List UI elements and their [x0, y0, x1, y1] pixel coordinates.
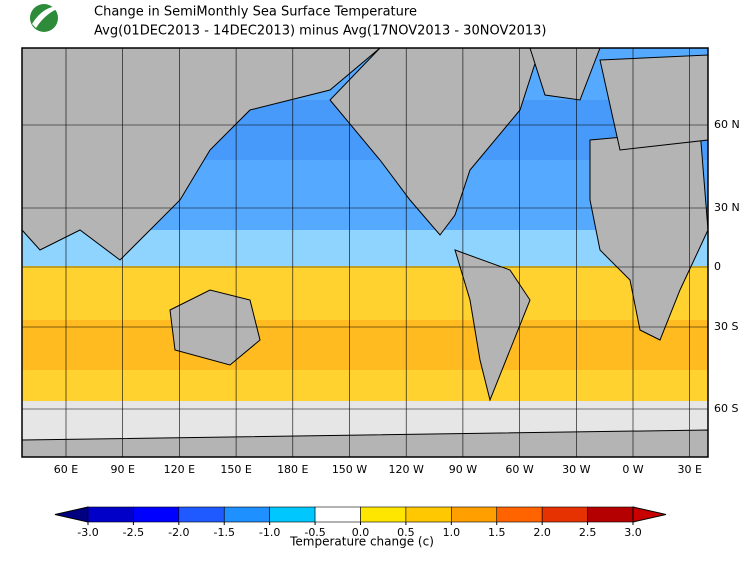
lon-label: 30 E	[677, 463, 701, 476]
colorbar-tick-label: -2.0	[168, 526, 189, 539]
colorbar-tick-label: 0.0	[352, 526, 370, 539]
colorbar-tick-label: 2.0	[533, 526, 551, 539]
graticule: 60 N 30 N 0 30 S 60 S 60 E 90 E 120 E 150 E 180 E…	[22, 48, 740, 476]
colorbar-bin	[405, 506, 452, 523]
colorbar-label: Temperature change (c)	[289, 535, 434, 549]
lat-label: 60 S	[714, 402, 738, 415]
colorbar-arrow-high	[632, 506, 667, 523]
colorbar-bin	[133, 506, 180, 523]
colorbar-bin	[587, 506, 634, 523]
lon-label: 120 W	[389, 463, 424, 476]
colorbar-tick-label: 1.5	[488, 526, 506, 539]
colorbar-arrow-low	[54, 506, 89, 523]
colorbar-bin	[223, 506, 270, 523]
colorbar-tick-label: 2.5	[579, 526, 597, 539]
colorbar-tick-label: 0.5	[397, 526, 415, 539]
colorbar: -3.0 -2.5 -2.0 -1.5 -1.0 -0.5 0.0 0.5 1.0 1.5 2.0 2…	[54, 506, 667, 539]
colorbar-bin	[541, 506, 588, 523]
logo	[30, 4, 64, 32]
lat-label: 30 N	[714, 201, 740, 214]
colorbar-bin	[360, 506, 407, 523]
colorbar-tick-label: -3.0	[77, 526, 98, 539]
lat-label: 60 N	[714, 118, 740, 131]
lat-label: 0	[714, 260, 721, 273]
subtitle: Avg(01DEC2013 - 14DEC2013) minus Avg(17N…	[94, 24, 547, 39]
lat-label: 30 S	[714, 320, 738, 333]
colorbar-bin	[314, 506, 361, 523]
lon-label: 90 W	[449, 463, 477, 476]
map	[21, 47, 709, 458]
colorbar-tick-label: -1.0	[259, 526, 280, 539]
colorbar-tick-label: -0.5	[304, 526, 325, 539]
lon-label: 60 E	[54, 463, 78, 476]
lon-label: 60 W	[505, 463, 533, 476]
lon-label: 120 E	[164, 463, 195, 476]
colorbar-bin	[178, 506, 225, 523]
lon-label: 0 W	[622, 463, 643, 476]
colorbar-bin	[451, 506, 498, 523]
lon-label: 180 E	[277, 463, 308, 476]
colorbar-tick-label: 1.0	[443, 526, 461, 539]
colorbar-tick-label: -1.5	[214, 526, 235, 539]
lon-label: 150 W	[332, 463, 367, 476]
colorbar-bin	[496, 506, 543, 523]
colorbar-tick-label: 3.0	[624, 526, 642, 539]
lon-label: 90 E	[110, 463, 134, 476]
lon-label: 150 E	[220, 463, 251, 476]
colorbar-bin	[269, 506, 316, 523]
colorbar-tick-label: -2.5	[123, 526, 144, 539]
lon-label: 30 W	[562, 463, 590, 476]
colorbar-bin	[87, 506, 134, 523]
title: Change in SemiMonthly Sea Surface Temper…	[94, 5, 417, 20]
